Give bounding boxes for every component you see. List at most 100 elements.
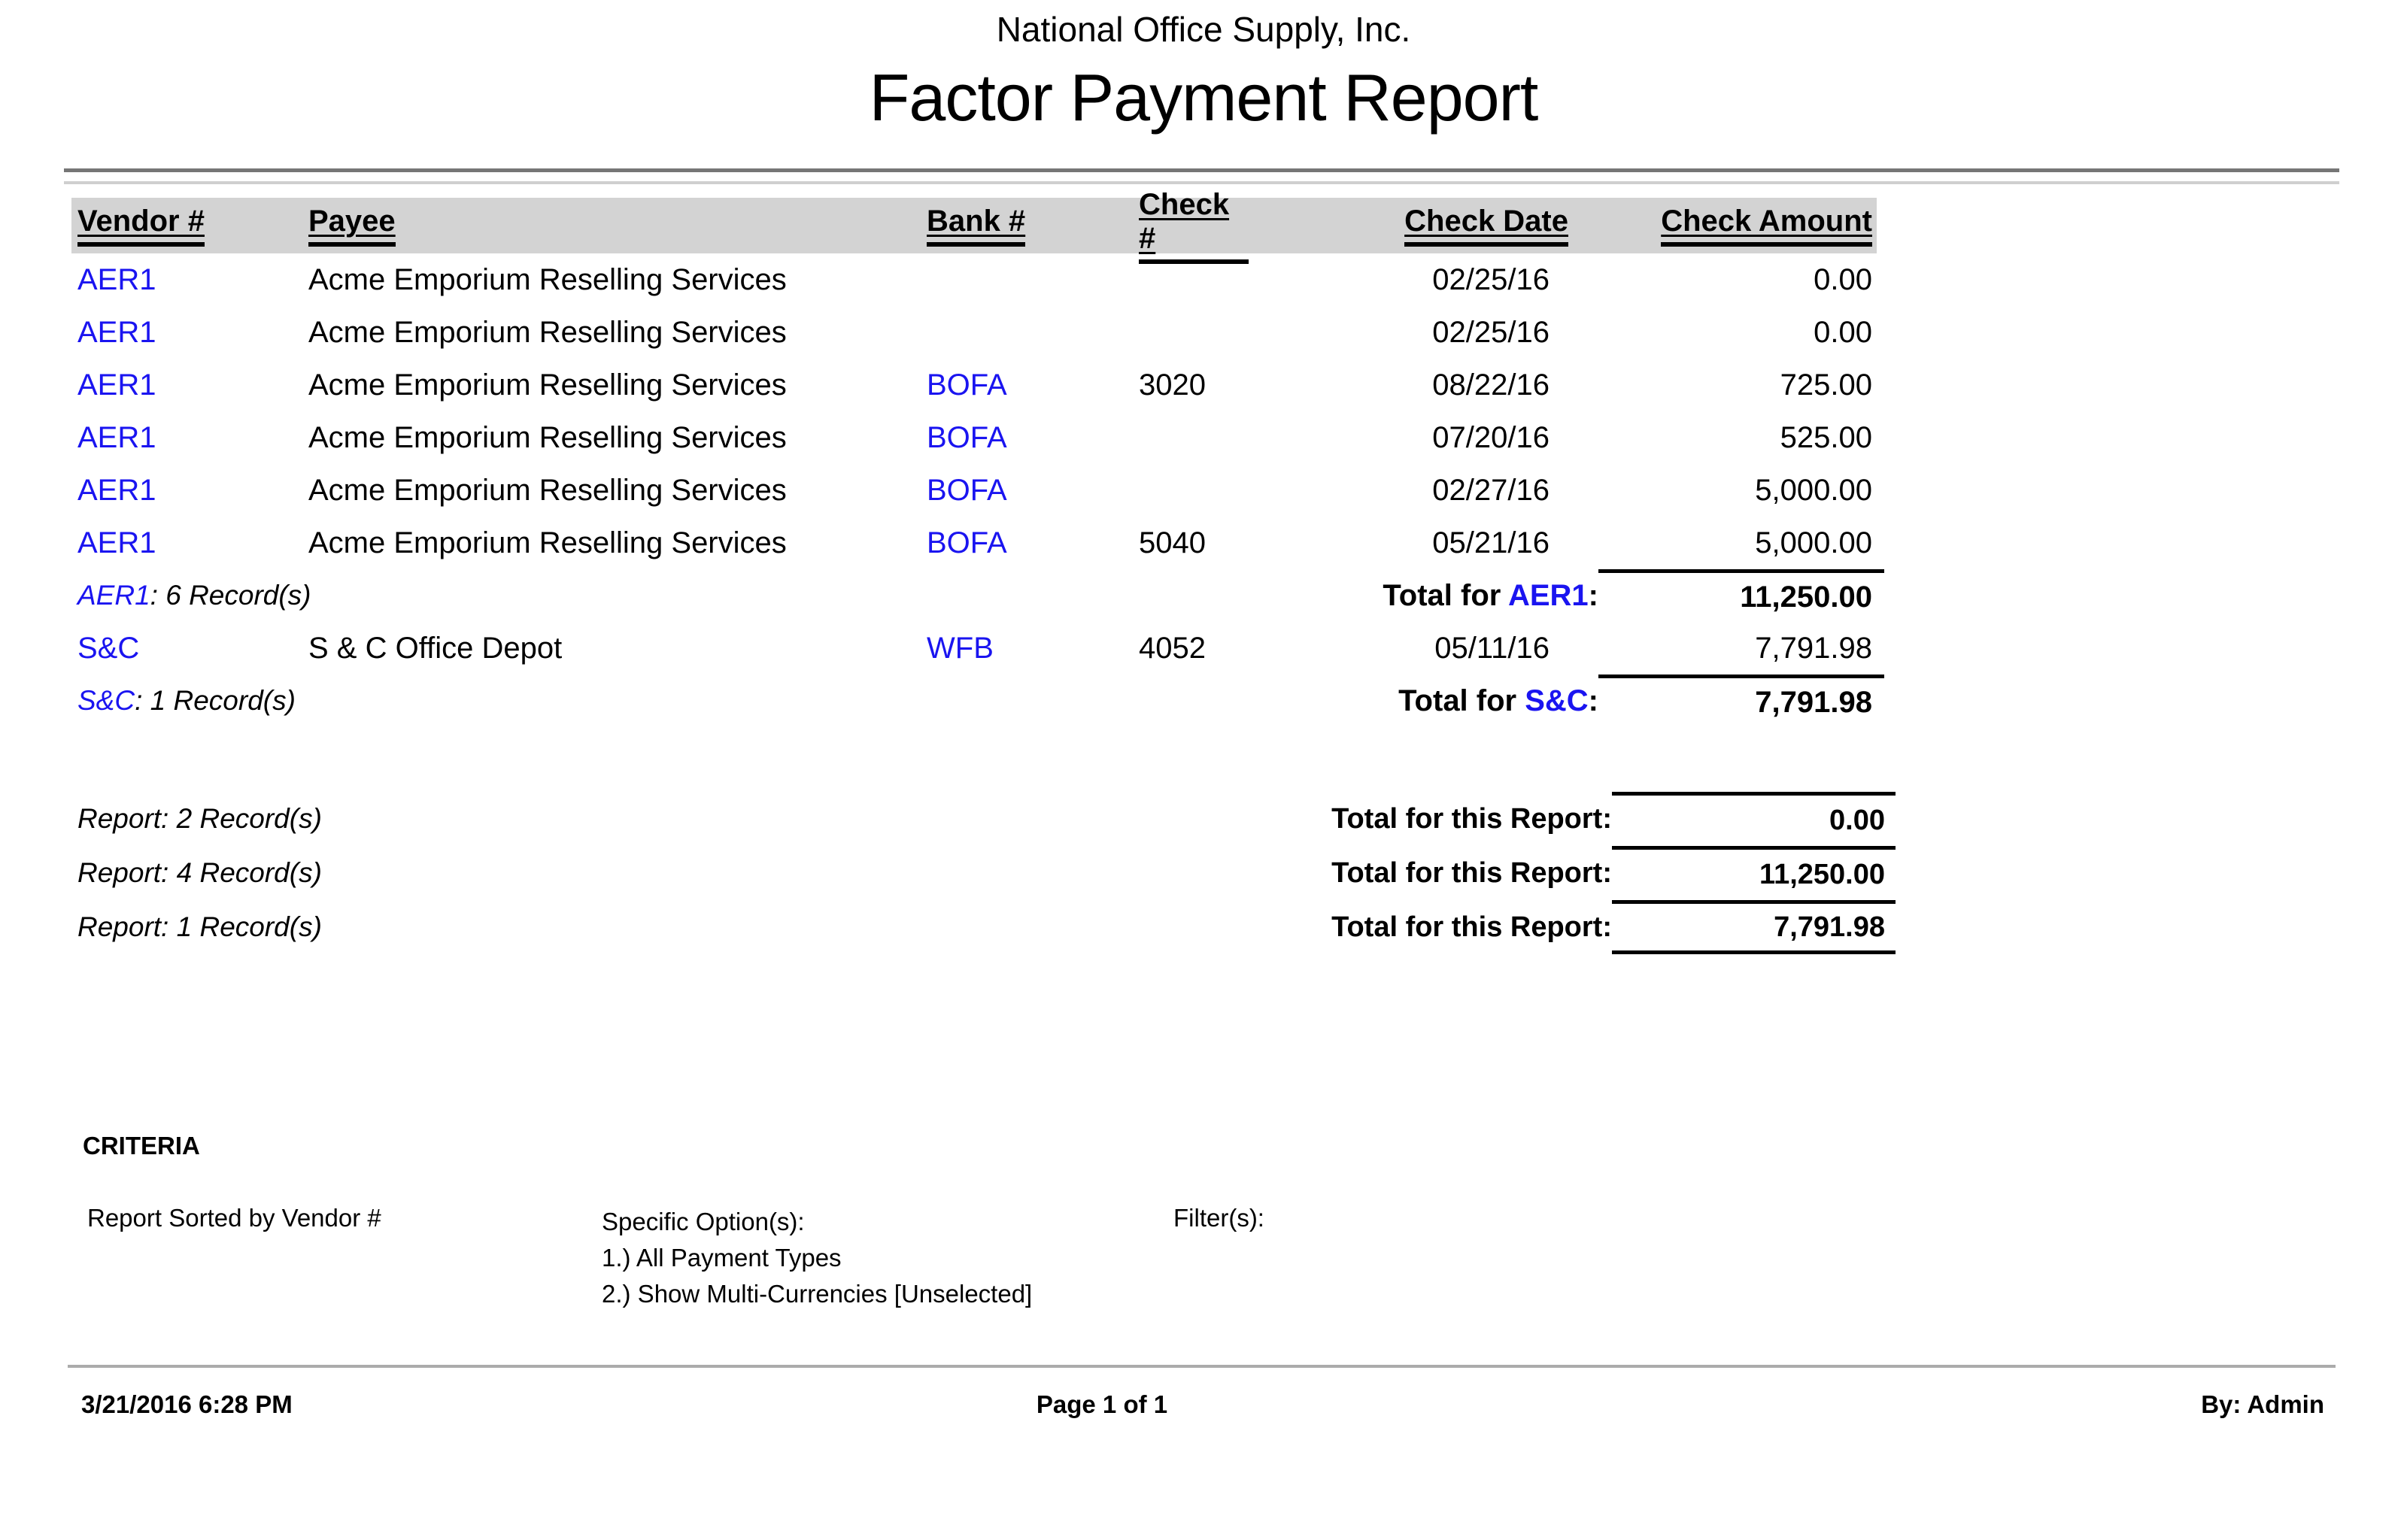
title-rule-dark xyxy=(64,168,2339,172)
group-record-count-text: : 6 Record(s) xyxy=(150,580,311,611)
footer-page-number: Page 1 of 1 xyxy=(1036,1390,1168,1418)
table-row: AER1 Acme Emporium Reselling Services BO… xyxy=(71,464,1884,517)
report-title: Factor Payment Report xyxy=(869,60,1539,135)
report-total-label: Total for this Report: xyxy=(1331,802,1612,835)
column-header-payee: Payee xyxy=(308,205,918,247)
report-record-count: Report: 1 Record(s) xyxy=(77,911,322,942)
table-row: AER1 Acme Emporium Reselling Services 02… xyxy=(71,253,1884,306)
table-row: AER1 Acme Emporium Reselling Services BO… xyxy=(71,517,1884,569)
payee-cell: Acme Emporium Reselling Services xyxy=(308,473,787,507)
table-row: AER1 Acme Emporium Reselling Services BO… xyxy=(71,359,1884,411)
check-amount-cell: 525.00 xyxy=(1780,420,1872,454)
report-totals-section: Report: 2 Record(s) Total for this Repor… xyxy=(71,792,1896,954)
footer-generated-by: By: Admin xyxy=(2201,1390,2324,1418)
payee-cell: S & C Office Depot xyxy=(308,631,563,665)
check-date-cell: 08/22/16 xyxy=(1432,368,1550,402)
vendor-code-link[interactable]: S&C xyxy=(77,631,140,665)
criteria-option-2: 2.) Show Multi-Currencies [Unselected] xyxy=(602,1280,1033,1308)
criteria-option-1: 1.) All Payment Types xyxy=(602,1244,842,1272)
group-total-label: Total for S&C: xyxy=(1398,684,1598,717)
group-record-count-text: : 1 Record(s) xyxy=(135,685,296,716)
report-total-row: Report: 2 Record(s) Total for this Repor… xyxy=(71,792,1896,846)
check-amount-cell: 5,000.00 xyxy=(1755,526,1872,559)
column-header-vendor: Vendor # xyxy=(71,205,308,247)
payments-table: Vendor # Payee Bank # Check # Check Date… xyxy=(71,188,1884,727)
check-date-cell: 05/11/16 xyxy=(1434,631,1550,665)
check-date-cell: 02/27/16 xyxy=(1432,473,1550,507)
bank-code-link[interactable]: WFB xyxy=(927,631,994,665)
table-row: AER1 Acme Emporium Reselling Services 02… xyxy=(71,306,1884,359)
report-record-count: Report: 4 Record(s) xyxy=(77,857,322,888)
column-header-payee-label: Payee xyxy=(308,205,396,247)
group-total-code: AER1 xyxy=(1507,578,1589,612)
check-amount-cell: 0.00 xyxy=(1814,315,1872,349)
column-header-bank: Bank # xyxy=(918,205,1128,247)
group-code: AER1 xyxy=(77,580,150,611)
column-header-check: Check # xyxy=(1128,188,1249,264)
bank-code-link[interactable]: BOFA xyxy=(927,420,1007,454)
title-rule-light xyxy=(64,181,2339,184)
group-record-count: AER1: 6 Record(s) xyxy=(71,580,311,611)
report-total-amount: 11,250.00 xyxy=(1612,846,1896,900)
group-record-count: S&C: 1 Record(s) xyxy=(71,685,296,717)
check-date-cell: 07/20/16 xyxy=(1432,420,1550,454)
bank-code-link[interactable]: BOFA xyxy=(927,473,1007,507)
check-amount-cell: 725.00 xyxy=(1780,368,1872,402)
group-total-amount: 7,791.98 xyxy=(1598,675,1884,727)
column-header-check-amount: Check Amount xyxy=(1568,205,1877,247)
table-row: AER1 Acme Emporium Reselling Services BO… xyxy=(71,411,1884,464)
report-total-label: Total for this Report: xyxy=(1331,856,1612,889)
footer-datetime: 3/21/2016 6:28 PM xyxy=(81,1390,293,1418)
payee-cell: Acme Emporium Reselling Services xyxy=(308,420,787,454)
group-total-amount: 11,250.00 xyxy=(1598,569,1884,622)
payee-cell: Acme Emporium Reselling Services xyxy=(308,368,787,402)
payee-cell: Acme Emporium Reselling Services xyxy=(308,262,787,296)
check-amount-cell: 5,000.00 xyxy=(1755,473,1872,507)
check-amount-cell: 7,791.98 xyxy=(1755,631,1872,665)
report-total-row: Report: 1 Record(s) Total for this Repor… xyxy=(71,900,1896,954)
report-total-amount: 0.00 xyxy=(1612,792,1896,846)
check-number-cell: 5040 xyxy=(1139,526,1206,559)
column-header-vendor-label: Vendor # xyxy=(77,205,205,247)
vendor-code-link[interactable]: AER1 xyxy=(77,315,156,349)
company-name: National Office Supply, Inc. xyxy=(996,10,1411,49)
column-header-check-date: Check Date xyxy=(1249,205,1568,247)
column-header-bank-label: Bank # xyxy=(927,205,1026,247)
bank-code-link[interactable]: BOFA xyxy=(927,526,1007,559)
report-total-row: Report: 4 Record(s) Total for this Repor… xyxy=(71,846,1896,900)
criteria-heading: CRITERIA xyxy=(83,1132,200,1160)
report-total-amount: 7,791.98 xyxy=(1612,900,1896,954)
payee-cell: Acme Emporium Reselling Services xyxy=(308,526,787,559)
vendor-code-link[interactable]: AER1 xyxy=(77,368,156,402)
bank-code-link[interactable]: BOFA xyxy=(927,368,1007,402)
vendor-code-link[interactable]: AER1 xyxy=(77,473,156,507)
column-header-check-label: Check # xyxy=(1139,188,1249,264)
check-number-cell: 4052 xyxy=(1139,631,1206,665)
vendor-code-link[interactable]: AER1 xyxy=(77,420,156,454)
check-number-cell: 3020 xyxy=(1139,368,1206,402)
check-amount-cell: 0.00 xyxy=(1814,262,1872,296)
table-body: AER1 Acme Emporium Reselling Services 02… xyxy=(71,253,1884,727)
vendor-code-link[interactable]: AER1 xyxy=(77,262,156,296)
group-subtotal-row: S&C: 1 Record(s) Total for S&C: 7,791.98 xyxy=(71,675,1884,727)
check-date-cell: 05/21/16 xyxy=(1432,526,1550,559)
report-total-label: Total for this Report: xyxy=(1331,911,1612,943)
criteria-filters-label: Filter(s): xyxy=(1173,1204,1264,1232)
check-date-cell: 02/25/16 xyxy=(1432,262,1550,296)
criteria-sorted-by: Report Sorted by Vendor # xyxy=(87,1204,381,1232)
criteria-specific-options: Specific Option(s): 1.) All Payment Type… xyxy=(602,1204,1032,1312)
column-header-check-amount-label: Check Amount xyxy=(1661,205,1872,247)
group-total-label: Total for AER1: xyxy=(1383,578,1598,612)
table-row: S&C S & C Office Depot WFB 4052 05/11/16… xyxy=(71,622,1884,675)
check-date-cell: 02/25/16 xyxy=(1432,315,1550,349)
report-record-count: Report: 2 Record(s) xyxy=(77,803,322,834)
group-code: S&C xyxy=(77,685,135,716)
criteria-specific-options-label: Specific Option(s): xyxy=(602,1208,805,1235)
column-header-check-date-label: Check Date xyxy=(1404,205,1568,247)
payee-cell: Acme Emporium Reselling Services xyxy=(308,315,787,349)
vendor-code-link[interactable]: AER1 xyxy=(77,526,156,559)
footer-rule xyxy=(68,1365,2336,1368)
table-header-row: Vendor # Payee Bank # Check # Check Date… xyxy=(71,188,1877,264)
group-total-code: S&C xyxy=(1525,684,1589,717)
group-subtotal-row: AER1: 6 Record(s) Total for AER1: 11,250… xyxy=(71,569,1884,622)
